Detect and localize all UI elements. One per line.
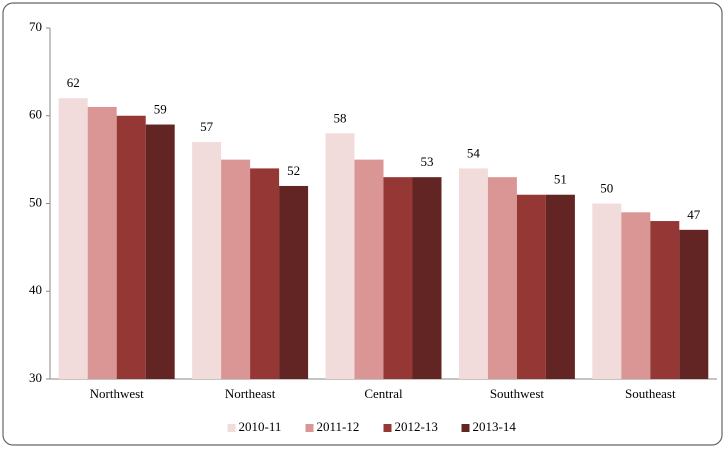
bar [650, 221, 680, 379]
legend-swatch [383, 424, 392, 432]
data-label: 58 [334, 110, 347, 125]
bar [221, 159, 251, 379]
bar [145, 124, 175, 380]
y-tick-label: 30 [29, 370, 42, 385]
legend-swatch [227, 424, 236, 432]
bar [383, 177, 413, 379]
bar [354, 159, 384, 379]
legend-label: 2010-11 [239, 419, 282, 434]
bar [592, 203, 622, 379]
bar [516, 194, 546, 379]
legend-label: 2011-12 [317, 419, 360, 434]
legend-label: 2013-14 [473, 419, 517, 434]
bar [58, 98, 88, 379]
legend-label: 2012-13 [395, 419, 438, 434]
bar [279, 185, 309, 379]
data-label: 50 [600, 180, 613, 195]
bar [412, 177, 442, 379]
data-label: 47 [687, 207, 701, 222]
data-label: 54 [467, 145, 481, 160]
y-tick-label: 40 [29, 282, 42, 297]
y-tick-label: 50 [29, 194, 42, 209]
legend-swatch [461, 424, 470, 432]
data-label: 53 [421, 154, 434, 169]
data-label: 52 [287, 163, 300, 178]
x-tick-label: Northwest [90, 386, 145, 401]
data-label: 62 [67, 75, 80, 90]
y-tick-label: 70 [29, 19, 42, 34]
x-tick-label: Central [364, 386, 403, 401]
bar [116, 115, 146, 379]
y-tick-label: 60 [29, 107, 42, 122]
bar [458, 168, 488, 379]
bar [325, 133, 355, 379]
bar [621, 212, 651, 379]
bar [545, 194, 575, 379]
data-label: 57 [200, 119, 214, 134]
x-tick-label: Northeast [225, 386, 276, 401]
data-label: 51 [554, 172, 567, 187]
data-label: 59 [154, 102, 167, 117]
x-tick-label: Southwest [490, 386, 545, 401]
bar [87, 106, 117, 379]
bar [679, 229, 709, 379]
legend-swatch [305, 424, 314, 432]
bar [487, 177, 517, 379]
x-tick-label: Southeast [625, 386, 676, 401]
bar [250, 168, 280, 379]
bar [192, 142, 222, 379]
